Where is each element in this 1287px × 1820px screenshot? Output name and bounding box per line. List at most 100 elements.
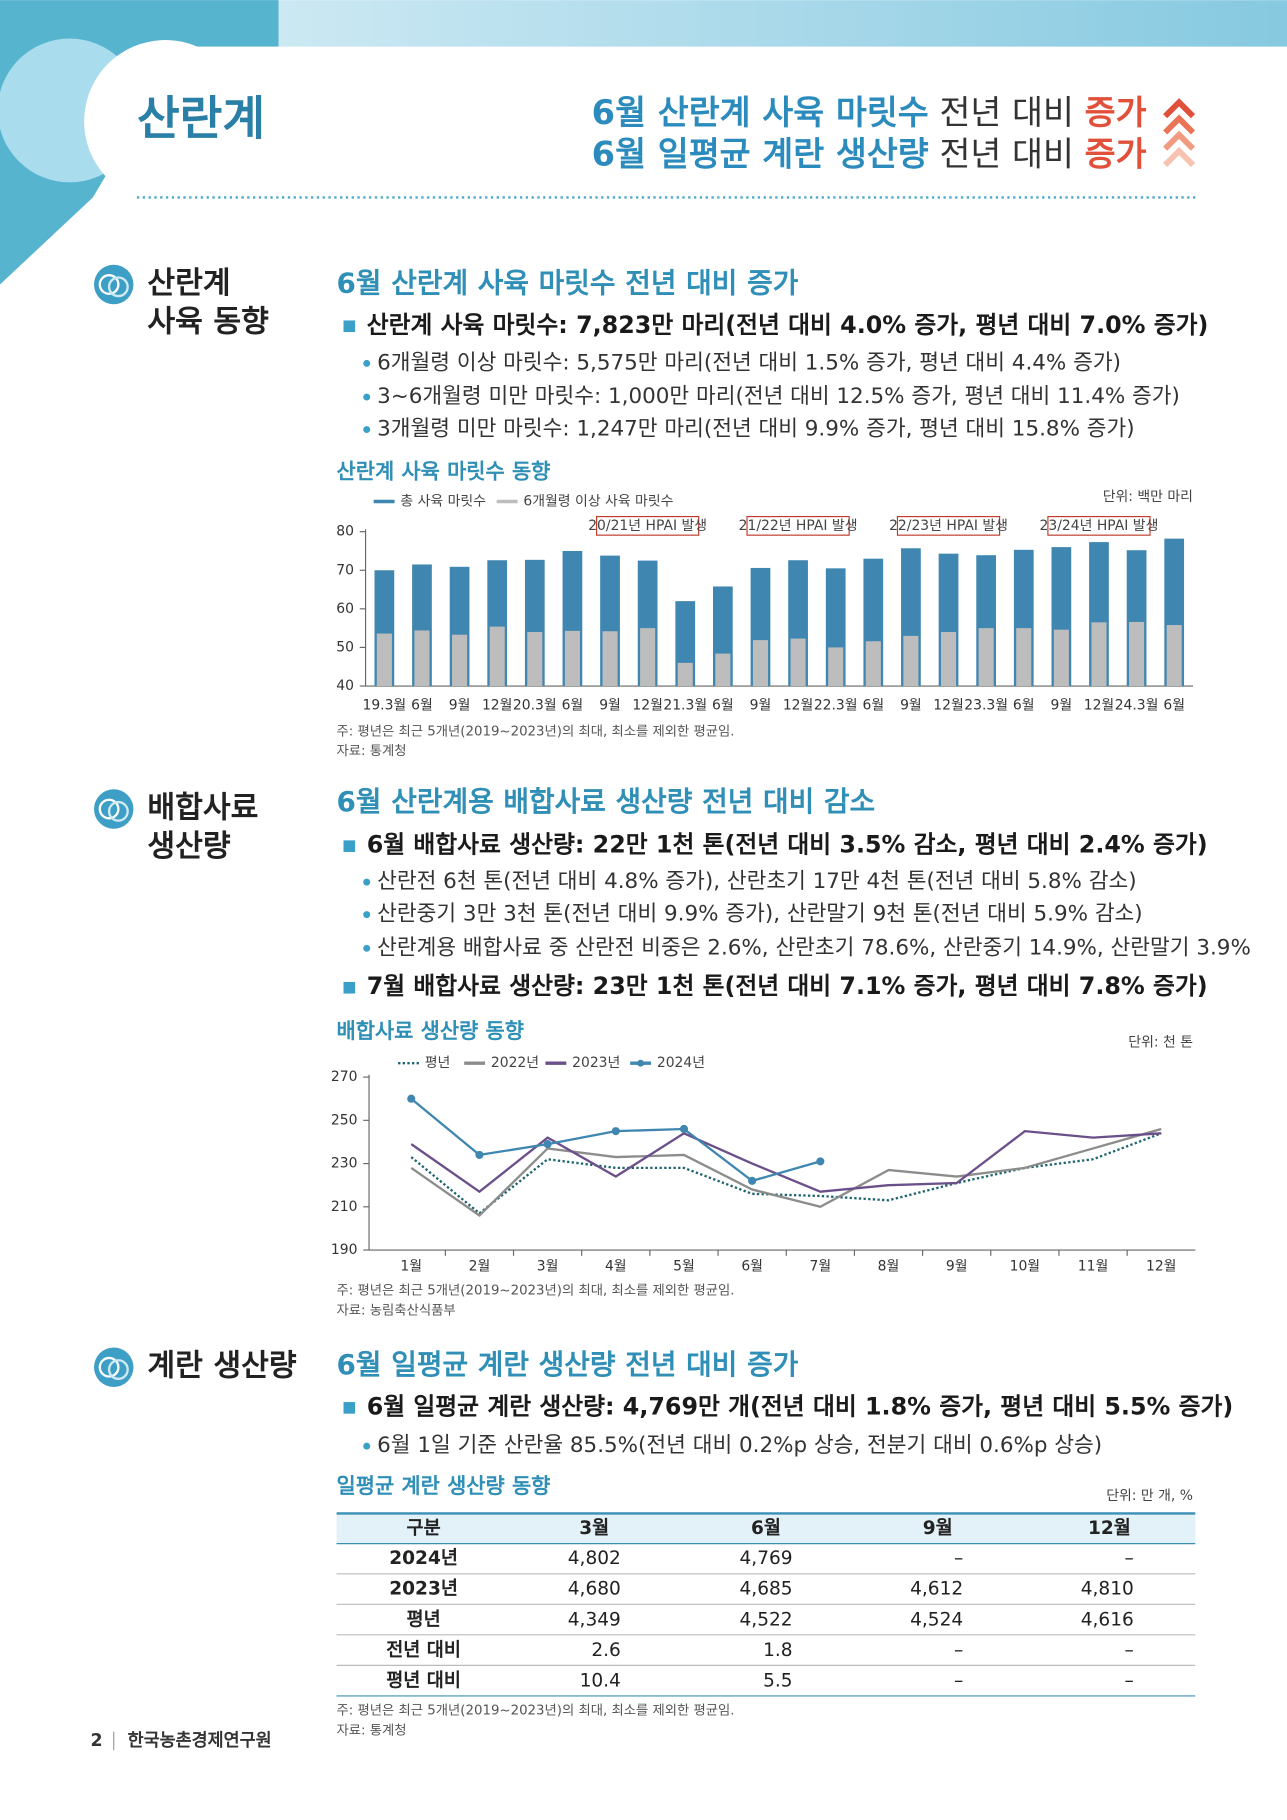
x-tick-label: 6월 (1163, 698, 1185, 714)
x-tick-label: 20.3월 (513, 698, 557, 714)
line-series (410, 1127, 1162, 1217)
y-tick-label: 80 (336, 524, 354, 540)
table-header: 3월 (579, 1518, 609, 1539)
bar (903, 635, 919, 687)
y-tick-label: 270 (331, 1069, 358, 1085)
x-tick-label: 9월 (1051, 698, 1073, 714)
bar (489, 626, 505, 687)
line-series (410, 1132, 1162, 1215)
table-row-head: 평년 대비 (386, 1670, 461, 1691)
x-tick-label: 9월 (599, 698, 621, 714)
section-icon-inner (107, 800, 129, 822)
y-tick-label: 70 (336, 562, 354, 578)
bullet-square (343, 320, 356, 333)
point (475, 1150, 484, 1159)
table-cell: 4,612 (910, 1579, 963, 1600)
table-cell: – (954, 1640, 963, 1661)
x-tick-label: 19.3월 (362, 698, 406, 714)
annotation: 23/24년 HPAI 발생 (1040, 518, 1159, 534)
annotation-box (746, 516, 850, 536)
table-cell: 10.4 (580, 1670, 621, 1691)
annotation: 20/21년 HPAI 발생 (588, 518, 707, 534)
footer-org: 한국농촌경제연구원 (128, 1731, 272, 1751)
x-tick-label: 4월 (605, 1258, 627, 1274)
table-cell: 5.5 (763, 1670, 793, 1691)
sub-point: 산란전 6천 톤(전년 대비 4.8% 증가), 산란초기 17만 4천 톤(전… (377, 869, 1136, 894)
table-cell: 2.6 (591, 1640, 620, 1661)
x-tick-label: 12월 (933, 698, 964, 714)
x-tick-label: 9월 (900, 698, 922, 714)
table-cell: 4,769 (740, 1548, 793, 1569)
table-row-head: 평년 (407, 1609, 441, 1630)
point (543, 1140, 552, 1149)
section-label: 산란계 (147, 266, 230, 301)
bullet-dot (363, 1442, 371, 1450)
table-cell: – (1125, 1640, 1134, 1661)
bar (1053, 629, 1069, 687)
legend-label: 6개월령 이상 사육 마릿수 (523, 494, 673, 510)
x-tick-label: 12월 (482, 698, 513, 714)
x-tick-label: 5월 (673, 1258, 695, 1274)
y-tick-label: 210 (331, 1199, 358, 1215)
bar (1129, 621, 1145, 687)
chart-note: 주: 평년은 최근 5개년(2019~2023년)의 최대, 최소를 제외한 평… (337, 723, 735, 739)
bar (940, 632, 957, 687)
bar (602, 631, 618, 687)
up-chevrons (1163, 98, 1196, 168)
x-tick-label: 12월 (632, 698, 663, 714)
section-heading: 6월 일평균 계란 생산량 전년 대비 증가 (337, 1348, 799, 1381)
y-tick-label: 190 (331, 1242, 358, 1258)
table-cell: 4,802 (568, 1548, 621, 1569)
bar (677, 662, 693, 687)
section-icon-inner (98, 274, 120, 295)
line-series (410, 1097, 821, 1183)
chart-note: 자료: 농림축산식품부 (337, 1302, 456, 1318)
table-cell: 4,810 (1081, 1579, 1134, 1600)
legend-label: 2023년 (572, 1055, 620, 1071)
x-tick-label: 10월 (1010, 1258, 1041, 1274)
x-tick-label: 7월 (810, 1258, 832, 1274)
table-row-head: 2024년 (389, 1548, 458, 1569)
bullet-dot (363, 359, 371, 367)
table-cell: – (1125, 1548, 1134, 1569)
chart-unit: 단위: 백만 마리 (1103, 489, 1193, 505)
headline: 6월 산란계 사육 마릿수 전년 대비 증가 (592, 92, 1147, 131)
table-cell: 4,616 (1081, 1609, 1134, 1630)
section-label: 생산량 (147, 829, 230, 864)
sub-point: 3개월령 미만 마릿수: 1,247만 마리(전년 대비 9.9% 증가, 평년… (377, 417, 1134, 442)
point (748, 1176, 757, 1185)
page-number: 2 (91, 1731, 103, 1751)
annotation-box (1047, 516, 1151, 536)
bullet-dot (363, 944, 371, 952)
table-note: 주: 평년은 최근 5개년(2019~2023년)의 최대, 최소를 제외한 평… (337, 1703, 735, 1719)
x-tick-label: 1월 (400, 1258, 422, 1274)
table-unit: 단위: 만 개, % (1106, 1488, 1193, 1504)
bar (715, 653, 731, 687)
x-tick-label: 3월 (537, 1258, 559, 1274)
main-point: 6월 일평균 계란 생산량: 4,769만 개(전년 대비 1.8% 증가, 평… (367, 1392, 1234, 1420)
main-point: 6월 배합사료 생산량: 22만 1천 톤(전년 대비 3.5% 감소, 평년 … (367, 831, 1208, 859)
point (611, 1127, 620, 1136)
bullet-square (343, 840, 356, 852)
chart-unit: 단위: 천 톤 (1128, 1034, 1193, 1050)
y-tick-label: 250 (331, 1112, 358, 1128)
chart-note: 자료: 통계청 (337, 743, 407, 759)
bar (1166, 625, 1182, 687)
table-header-bg (336, 1513, 1196, 1544)
x-tick-label: 9월 (449, 698, 471, 714)
legend-label: 평년 (425, 1055, 451, 1071)
y-tick-label: 50 (336, 639, 354, 655)
y-tick-label: 60 (336, 601, 354, 617)
legend-label: 2022년 (491, 1055, 539, 1071)
sub-point: 6월 1일 기준 산란율 85.5%(전년 대비 0.2%p 상승, 전분기 대… (377, 1433, 1102, 1458)
x-tick-label: 8월 (878, 1258, 900, 1274)
section-icon-inner (107, 1359, 129, 1381)
x-tick-label: 11월 (1078, 1258, 1109, 1274)
table-header: 9월 (923, 1518, 953, 1539)
table-header: 6월 (751, 1518, 781, 1539)
main-point: 산란계 사육 마릿수: 7,823만 마리(전년 대비 4.0% 증가, 평년 … (367, 311, 1209, 339)
main-point: 7월 배합사료 생산량: 23만 1천 톤(전년 대비 7.1% 증가, 평년 … (367, 972, 1208, 1000)
x-tick-label: 2월 (469, 1258, 491, 1274)
